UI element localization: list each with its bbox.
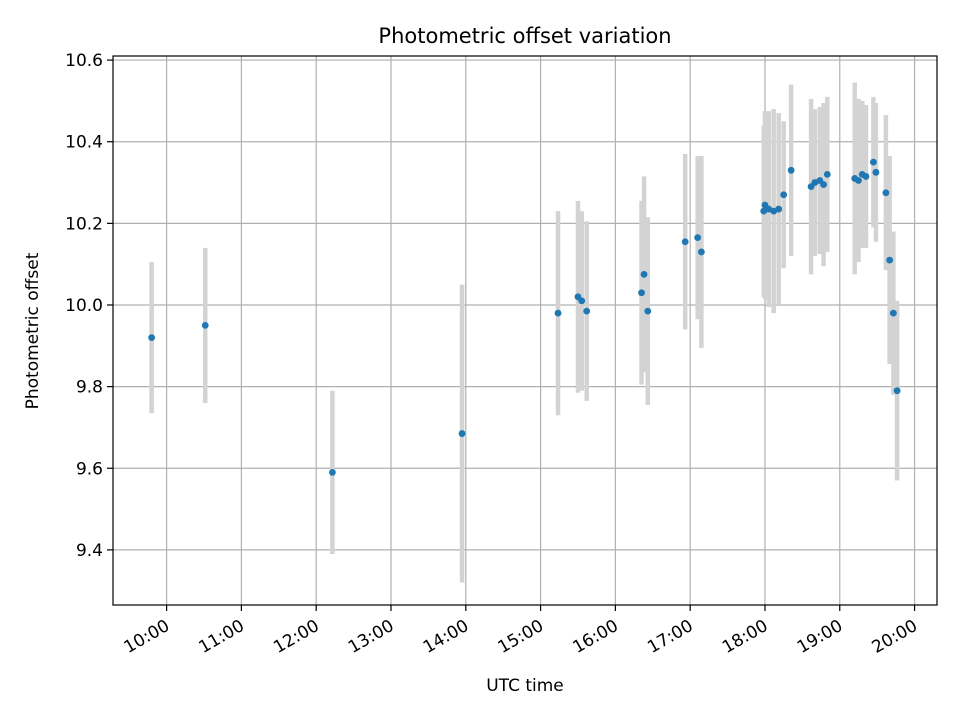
data-point [823,170,831,178]
y-tick-label: 9.8 [76,378,103,398]
y-tick-label: 9.6 [76,459,103,479]
data-point [201,321,209,329]
data-point [148,334,156,342]
y-tick-label: 10.0 [65,296,103,316]
data-point [820,181,827,188]
data-point [554,309,562,317]
data-point [780,191,788,199]
x-axis-label: UTC time [486,676,564,696]
data-point [329,468,336,476]
y-tick-label: 10.6 [65,51,103,71]
y-tick-label: 9.4 [76,541,103,561]
data-point [644,307,652,315]
data-point [855,177,862,184]
data-point [638,289,645,297]
plot-frame [112,55,938,606]
data-point [886,256,894,264]
data-point [870,158,877,166]
data-point [583,307,591,315]
data-points [148,158,901,476]
data-point [775,205,783,213]
y-tick-label: 10.2 [65,214,103,234]
data-point [697,248,705,256]
data-point [889,309,897,317]
data-point [787,166,795,174]
data-point [694,234,702,242]
data-point [458,430,466,437]
data-point [862,173,870,180]
y-axis-label: Photometric offset [23,252,43,409]
data-point [882,189,890,197]
data-point [640,270,648,278]
data-point [578,297,586,305]
data-point [872,168,880,176]
data-point [893,387,901,395]
grid [113,56,937,605]
y-tick-label: 10.4 [65,133,103,153]
data-point [681,238,689,246]
chart-title: Photometric offset variation [378,24,671,48]
y-axis-ticks: 9.4 9.6 9.8 10.0 10.2 10.4 10.6 [65,51,113,561]
